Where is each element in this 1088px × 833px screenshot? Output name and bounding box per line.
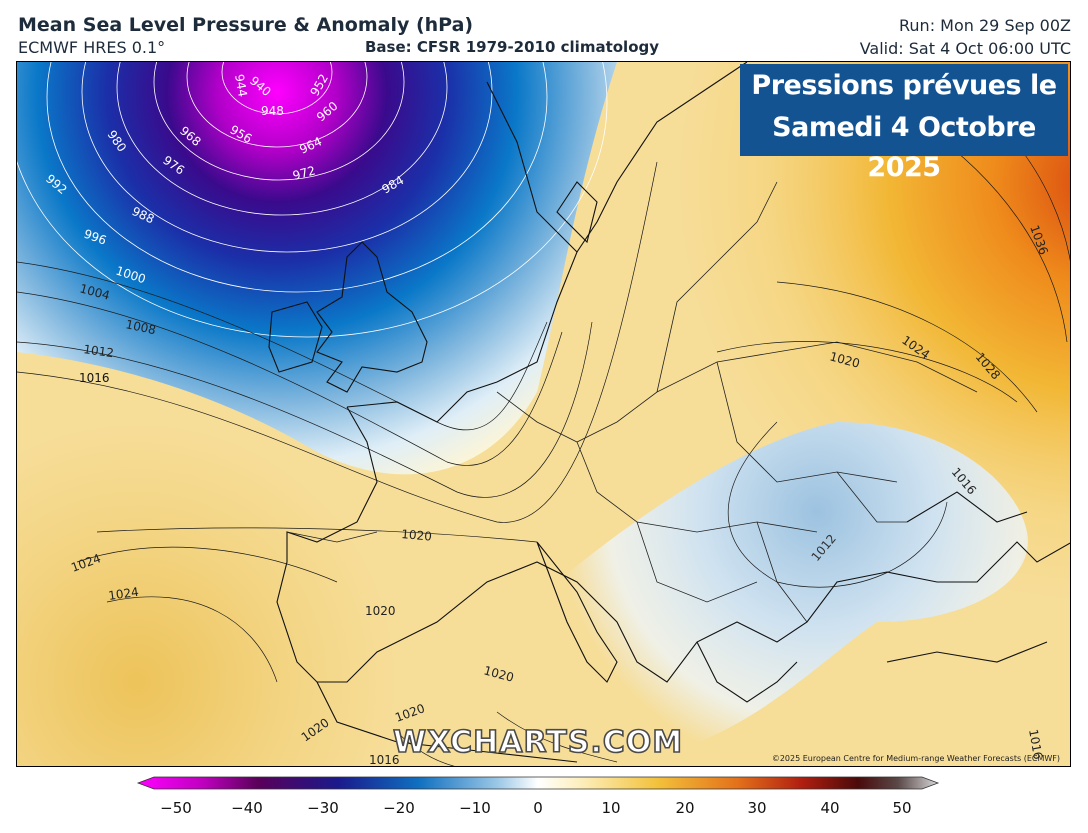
contour-label: 1020	[365, 604, 396, 618]
colorbar-tick: 20	[675, 799, 695, 817]
colorbar-tick: −50	[160, 799, 192, 817]
colorbar	[136, 776, 940, 790]
contour-label: 1016	[79, 371, 110, 385]
climatology-base: Base: CFSR 1979-2010 climatology	[365, 38, 660, 56]
contour-label: 1016	[369, 753, 400, 767]
colorbar-tick: 30	[747, 799, 767, 817]
colorbar-tick: 50	[892, 799, 912, 817]
banner-line-1: Pressions prévues le	[751, 70, 1057, 101]
model-name: ECMWF HRES 0.1°	[18, 38, 166, 57]
colorbar-tick: −10	[459, 799, 491, 817]
contour-label: 1020	[401, 527, 433, 544]
chart-title: Mean Sea Level Pressure & Anomaly (hPa)	[18, 14, 474, 36]
map-canvas: 944 940 948 952 956 960 964 968 972 976 …	[17, 62, 1070, 767]
contour-label: 972	[291, 163, 317, 182]
coastlines	[268, 62, 1070, 763]
valid-time: Valid: Sat 4 Oct 06:00 UTC	[859, 39, 1071, 58]
colorbar-tick: 0	[533, 799, 543, 817]
contour-label: 1024	[107, 585, 139, 603]
contour-label: 1012	[83, 342, 115, 360]
colorbar-ramp	[136, 776, 940, 790]
run-time: Run: Mon 29 Sep 00Z	[899, 16, 1071, 35]
contour-label: 944	[232, 73, 250, 98]
banner-line-2: Samedi 4 Octobre 2025	[772, 112, 1036, 183]
colorbar-tick: −20	[383, 799, 415, 817]
wxcharts-watermark: WXCHARTS.COM	[392, 724, 684, 761]
pressure-map: 944 940 948 952 956 960 964 968 972 976 …	[16, 61, 1071, 767]
contour-label: 1016	[1026, 728, 1045, 761]
contour-label: 948	[261, 104, 284, 118]
colorbar-tick: −30	[307, 799, 339, 817]
great-britain-outline	[316, 241, 428, 393]
atlantic-low-fill	[17, 62, 617, 475]
colorbar-tick: −40	[231, 799, 263, 817]
copyright-text: ©2025 European Centre for Medium-range W…	[771, 754, 1060, 763]
contour-label: 1008	[124, 317, 157, 337]
colorbar-tick: 40	[820, 799, 840, 817]
borders	[286, 181, 978, 623]
forecast-date-banner: Pressions prévues le Samedi 4 Octobre 20…	[740, 64, 1068, 183]
colorbar-tick: 10	[601, 799, 621, 817]
ireland-outline	[268, 301, 323, 373]
